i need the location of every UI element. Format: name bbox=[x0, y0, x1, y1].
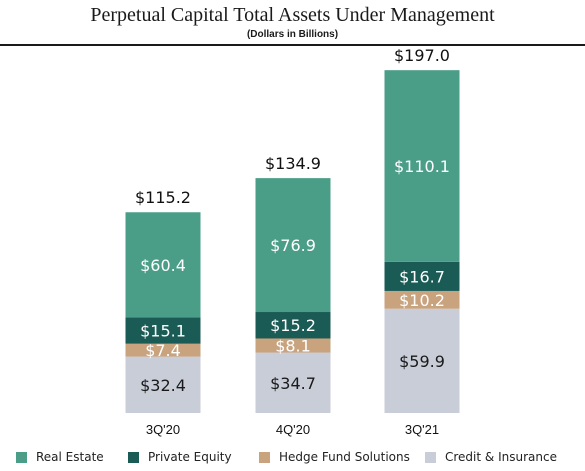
bar-segment bbox=[384, 290, 460, 309]
data-label: $15.1 bbox=[140, 322, 186, 341]
bar-segment bbox=[255, 352, 331, 413]
category-label: 4Q'20 bbox=[276, 422, 310, 437]
data-label: $34.7 bbox=[270, 374, 316, 393]
bar-segment bbox=[125, 343, 201, 357]
data-label: $16.7 bbox=[399, 267, 445, 286]
legend-label: Credit & Insurance bbox=[445, 450, 557, 464]
chart-title: Perpetual Capital Total Assets Under Man… bbox=[90, 4, 495, 26]
bar-segment bbox=[125, 356, 201, 413]
data-label: $59.9 bbox=[399, 352, 445, 371]
data-label: $32.4 bbox=[140, 376, 186, 395]
bar-segment bbox=[255, 312, 331, 339]
data-label: $76.9 bbox=[270, 236, 316, 255]
bar-segment bbox=[255, 338, 331, 353]
legend-item: Private Equity bbox=[128, 450, 232, 464]
data-label: $15.2 bbox=[270, 316, 316, 335]
legend-swatch bbox=[425, 451, 436, 463]
category-label: 3Q'21 bbox=[405, 422, 439, 437]
title-divider bbox=[0, 44, 585, 46]
chart-legend: Real Estate Private Equity Hedge Fund Solu… bbox=[0, 446, 585, 468]
bar-segment bbox=[125, 212, 201, 318]
legend-label: Real Estate bbox=[36, 450, 104, 464]
bar-segment bbox=[384, 261, 460, 291]
category-label: 3Q'20 bbox=[146, 422, 180, 437]
data-label: $10.2 bbox=[399, 291, 445, 310]
legend-swatch bbox=[128, 451, 139, 463]
legend-swatch bbox=[259, 451, 270, 463]
legend-item: Hedge Fund Solutions bbox=[259, 450, 410, 464]
data-label: $7.4 bbox=[145, 341, 181, 360]
data-label: $60.4 bbox=[140, 256, 186, 275]
bar-segment bbox=[384, 70, 460, 262]
total-label: $115.2 bbox=[135, 188, 191, 207]
total-label: $134.9 bbox=[265, 154, 321, 173]
legend-item: Real Estate bbox=[16, 450, 104, 464]
legend-label: Private Equity bbox=[148, 450, 232, 464]
bar-segment bbox=[384, 308, 460, 413]
total-label: $197.0 bbox=[394, 46, 450, 65]
legend-swatch bbox=[16, 451, 27, 463]
bar-segment bbox=[255, 178, 331, 313]
bar-segment bbox=[125, 317, 201, 344]
legend-item: Credit & Insurance bbox=[425, 450, 557, 464]
data-label: $110.1 bbox=[394, 157, 450, 176]
legend-label: Hedge Fund Solutions bbox=[279, 450, 410, 464]
data-label: $8.1 bbox=[275, 337, 311, 356]
chart-subtitle: (Dollars in Billions) bbox=[246, 29, 339, 40]
